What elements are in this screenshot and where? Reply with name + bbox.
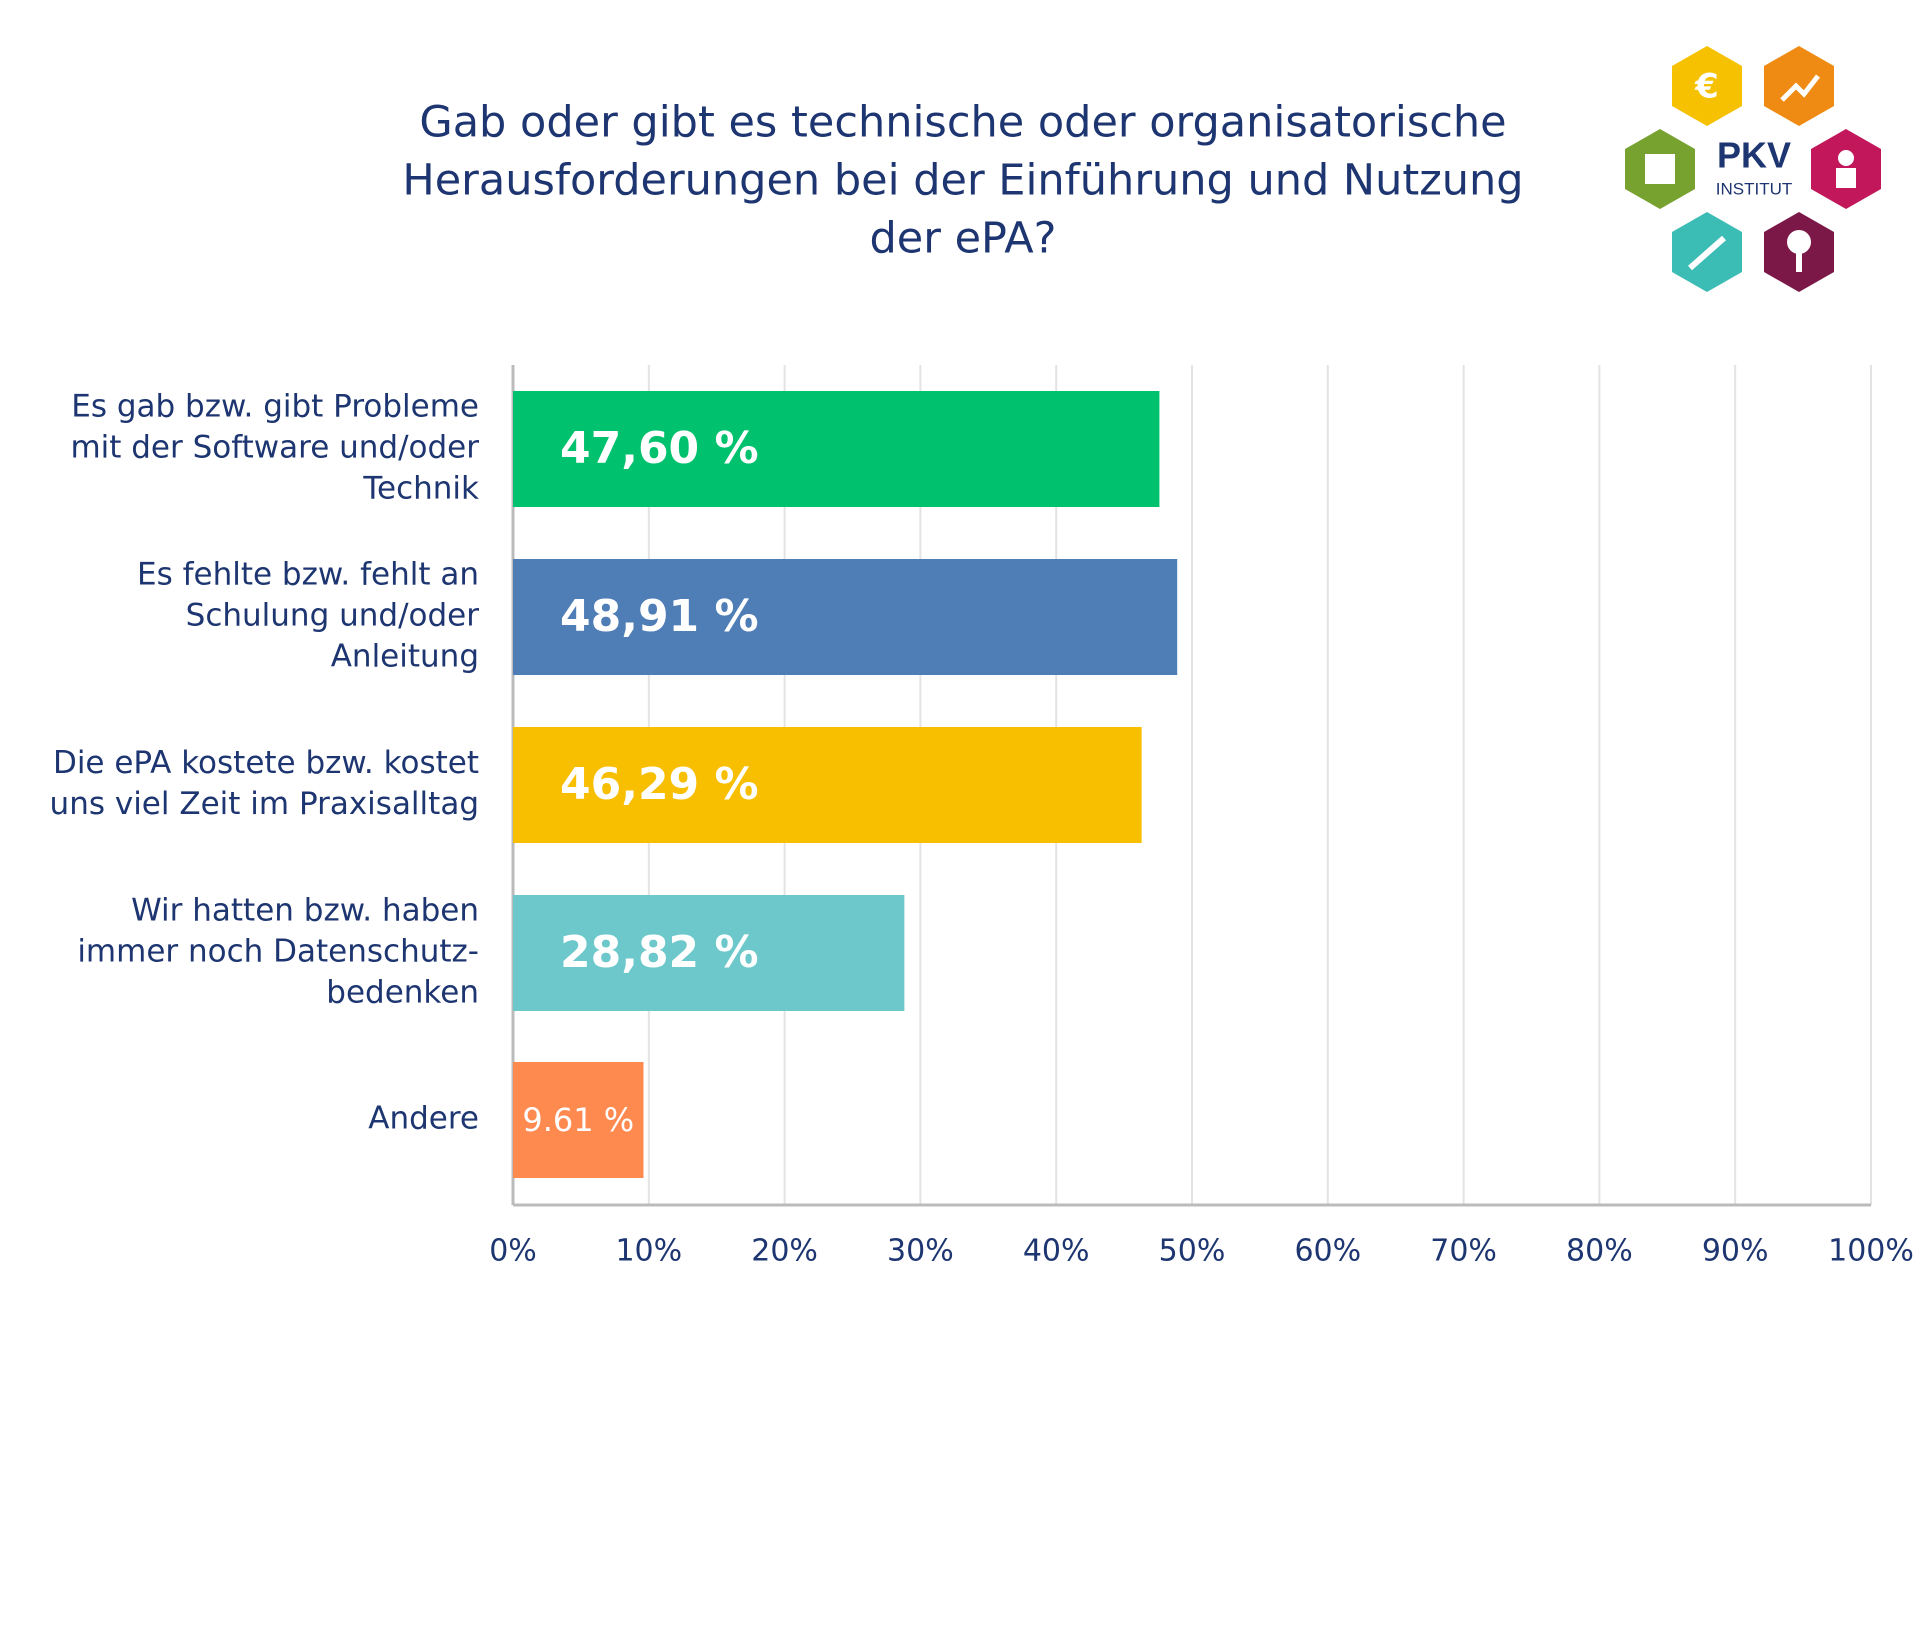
logo-icon — [1836, 168, 1856, 188]
logo-icon — [1780, 74, 1820, 102]
x-tick-label: 70% — [1430, 1234, 1497, 1269]
x-tick-label: 40% — [1023, 1234, 1090, 1269]
y-tick-label: Andere — [368, 1101, 479, 1137]
y-tick-label: mit der Software und/oder — [70, 430, 479, 466]
x-tick-label: 50% — [1159, 1234, 1226, 1269]
value-label: 28,82 % — [560, 927, 759, 978]
logo-icon — [1645, 154, 1675, 184]
y-tick-label: Es gab bzw. gibt Probleme — [71, 389, 479, 425]
value-label: 46,29 % — [560, 759, 759, 810]
x-tick-label: 20% — [751, 1234, 818, 1269]
logo-subtitle: INSTITUT — [1716, 179, 1793, 198]
bar — [513, 1062, 644, 1178]
value-label: 48,91 % — [560, 591, 759, 642]
logo: € PKV INSTITUT — [1625, 46, 1881, 292]
y-tick-label: uns viel Zeit im Praxisalltag — [50, 786, 479, 822]
y-tick-label: Technik — [362, 471, 479, 507]
bar — [513, 727, 1142, 843]
y-tick-label: Schulung und/oder — [186, 598, 480, 634]
chart-title: der ePA? — [870, 214, 1057, 264]
x-tick-label: 100% — [1828, 1234, 1914, 1269]
x-tick-label: 60% — [1294, 1234, 1361, 1269]
y-tick-label: bedenken — [326, 975, 479, 1011]
logo-icon: € — [1694, 67, 1719, 107]
y-tick-label: Es fehlte bzw. fehlt an — [137, 557, 479, 593]
value-label: 47,60 % — [560, 423, 759, 474]
y-tick-label: Wir hatten bzw. haben — [131, 893, 479, 929]
x-tick-label: 0% — [489, 1234, 537, 1269]
chart-title: Gab oder gibt es technische oder organis… — [419, 98, 1506, 148]
x-tick-label: 90% — [1702, 1234, 1769, 1269]
y-tick-label: immer noch Datenschutz- — [77, 934, 479, 970]
value-label: 9.61 % — [522, 1101, 634, 1139]
y-tick-label: Anleitung — [331, 639, 479, 675]
bar — [513, 391, 1160, 507]
bar — [513, 559, 1178, 675]
logo-icon — [1688, 235, 1726, 271]
logo-name: PKV — [1717, 135, 1791, 176]
logo-icon — [1796, 250, 1802, 272]
bar — [513, 895, 905, 1011]
chart-title: Herausforderungen bei der Einführung und… — [402, 156, 1523, 206]
logo-hex — [1672, 46, 1742, 126]
x-tick-label: 80% — [1566, 1234, 1633, 1269]
logo-icon — [1838, 150, 1854, 166]
x-tick-label: 10% — [615, 1234, 682, 1269]
y-tick-label: Die ePA kostete bzw. kostet — [53, 745, 479, 781]
x-tick-label: 30% — [887, 1234, 954, 1269]
logo-icon — [1787, 230, 1811, 254]
